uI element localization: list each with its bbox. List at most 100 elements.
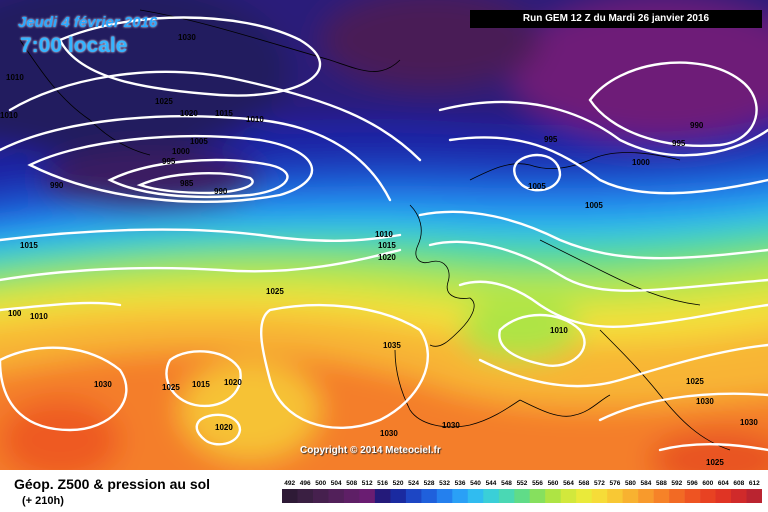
legend-color-swatch	[684, 489, 701, 503]
isobar-label: 1025	[706, 458, 724, 467]
legend-value-label: 552	[517, 480, 528, 487]
legend-color-swatch	[359, 489, 376, 503]
forecast-lead-time: (+ 210h)	[22, 495, 64, 507]
legend-value-label: 492	[284, 480, 295, 487]
legend-color-swatch	[607, 489, 623, 503]
geopotential-field	[0, 0, 768, 470]
legend-color-swatch	[282, 489, 298, 503]
legend-color-swatch	[328, 489, 345, 503]
legend-value-label: 584	[640, 480, 651, 487]
legend-color-swatch	[421, 489, 438, 503]
legend-value-label: 548	[501, 480, 512, 487]
isobar-label: 1020	[180, 109, 198, 118]
isobar-label: 1005	[585, 201, 603, 210]
legend-color-swatch	[700, 489, 716, 503]
map-title: Géop. Z500 & pression au sol	[14, 476, 211, 492]
model-run-label: Run GEM 12 Z du Mardi 26 janvier 2016	[470, 10, 762, 28]
isobar-label: 1025	[162, 383, 180, 392]
legend-color-swatch	[374, 489, 391, 503]
legend-color-swatch	[545, 489, 561, 503]
legend-value-label: 568	[578, 480, 589, 487]
legend-value-label: 564	[563, 480, 574, 487]
isobar-label: 1030	[380, 429, 398, 438]
legend-color-swatch	[343, 489, 360, 503]
legend-value-label: 544	[486, 480, 497, 487]
legend-value-label: 512	[362, 480, 373, 487]
legend-value-label: 532	[439, 480, 450, 487]
legend-value-label: 560	[548, 480, 559, 487]
isobar-label: 1030	[442, 421, 460, 430]
coastlines	[19, 9, 731, 451]
isobar-label: 1010	[246, 115, 264, 124]
legend-color-swatch	[715, 489, 732, 503]
forecast-date: Jeudi 4 février 2016	[18, 14, 158, 31]
isobar-label: 1025	[686, 377, 704, 386]
legend-color-swatch	[514, 489, 531, 503]
isobar-label: 1030	[178, 33, 196, 42]
isobar-label: 1005	[190, 137, 208, 146]
legend-color-swatch	[591, 489, 608, 503]
isobar-label: 1020	[215, 423, 233, 432]
legend-value-label: 580	[625, 480, 636, 487]
legend-color-swatch	[313, 489, 329, 503]
legend-value-label: 576	[609, 480, 620, 487]
legend-color-swatch	[436, 489, 453, 503]
legend-color-swatch	[467, 489, 484, 503]
legend-value-label: 608	[733, 480, 744, 487]
isobar-label: 1010	[30, 312, 48, 321]
isobar-label: 995	[544, 135, 558, 144]
legend-color-swatch	[390, 489, 407, 503]
isobar-label: 1010	[6, 73, 24, 82]
isobar-label: 1015	[378, 241, 396, 250]
legend-value-label: 556	[532, 480, 543, 487]
isobar-label: 1025	[266, 287, 284, 296]
isobar-label: 1025	[155, 97, 173, 106]
isobar-label: 1010	[0, 111, 18, 120]
isobar-label: 990	[690, 121, 704, 130]
map-footer: Géop. Z500 & pression au sol (+ 210h) 49…	[0, 470, 768, 512]
legend-value-label: 572	[594, 480, 605, 487]
legend-color-swatch	[405, 489, 422, 503]
legend-value-label: 536	[455, 480, 466, 487]
legend-value-label: 504	[331, 480, 342, 487]
isobar-label: 1030	[696, 397, 714, 406]
legend-value-label: 592	[671, 480, 682, 487]
isobar-label: 990	[214, 187, 228, 196]
legend-color-swatch	[638, 489, 654, 503]
legend-value-label: 588	[656, 480, 667, 487]
legend-color-swatch	[560, 489, 577, 503]
isobar-label: 1010	[375, 230, 393, 239]
isobar-label: 1030	[740, 418, 758, 427]
isobar-label: 1015	[192, 380, 210, 389]
legend-color-swatch	[452, 489, 469, 503]
legend-color-swatch	[653, 489, 670, 503]
legend-value-label: 508	[346, 480, 357, 487]
copyright-notice: Copyright © 2014 Meteociel.fr	[300, 445, 441, 456]
legend-color-swatch	[622, 489, 639, 503]
legend-value-label: 604	[718, 480, 729, 487]
isobar-label: 1000	[632, 158, 650, 167]
legend-color-swatch	[297, 489, 314, 503]
isobar-label: 1000	[172, 147, 190, 156]
forecast-time: 7:00 locale	[20, 34, 128, 57]
isobar-label: 1015	[20, 241, 38, 250]
legend-value-label: 520	[393, 480, 404, 487]
legend-value-label: 524	[408, 480, 419, 487]
legend-value-label: 596	[687, 480, 698, 487]
isobar-label: 995	[672, 139, 686, 148]
isobar-label: 100	[8, 309, 22, 318]
isobar-label: 1035	[383, 341, 401, 350]
isobar-label: 1005	[528, 182, 546, 191]
legend-value-label: 496	[300, 480, 311, 487]
legend-value-label: 540	[470, 480, 481, 487]
forecast-map: 1030 1010 1010 1025 1020 1015 1010 1005 …	[0, 0, 768, 470]
isobar-label: 1010	[550, 326, 568, 335]
legend-value-label: 600	[702, 480, 713, 487]
legend-value-label: 516	[377, 480, 388, 487]
legend-color-swatch	[576, 489, 592, 503]
legend-value-label: 612	[749, 480, 760, 487]
legend-color-swatch	[669, 489, 685, 503]
isobar-label: 990	[50, 181, 64, 190]
legend-color-swatch	[731, 489, 747, 503]
